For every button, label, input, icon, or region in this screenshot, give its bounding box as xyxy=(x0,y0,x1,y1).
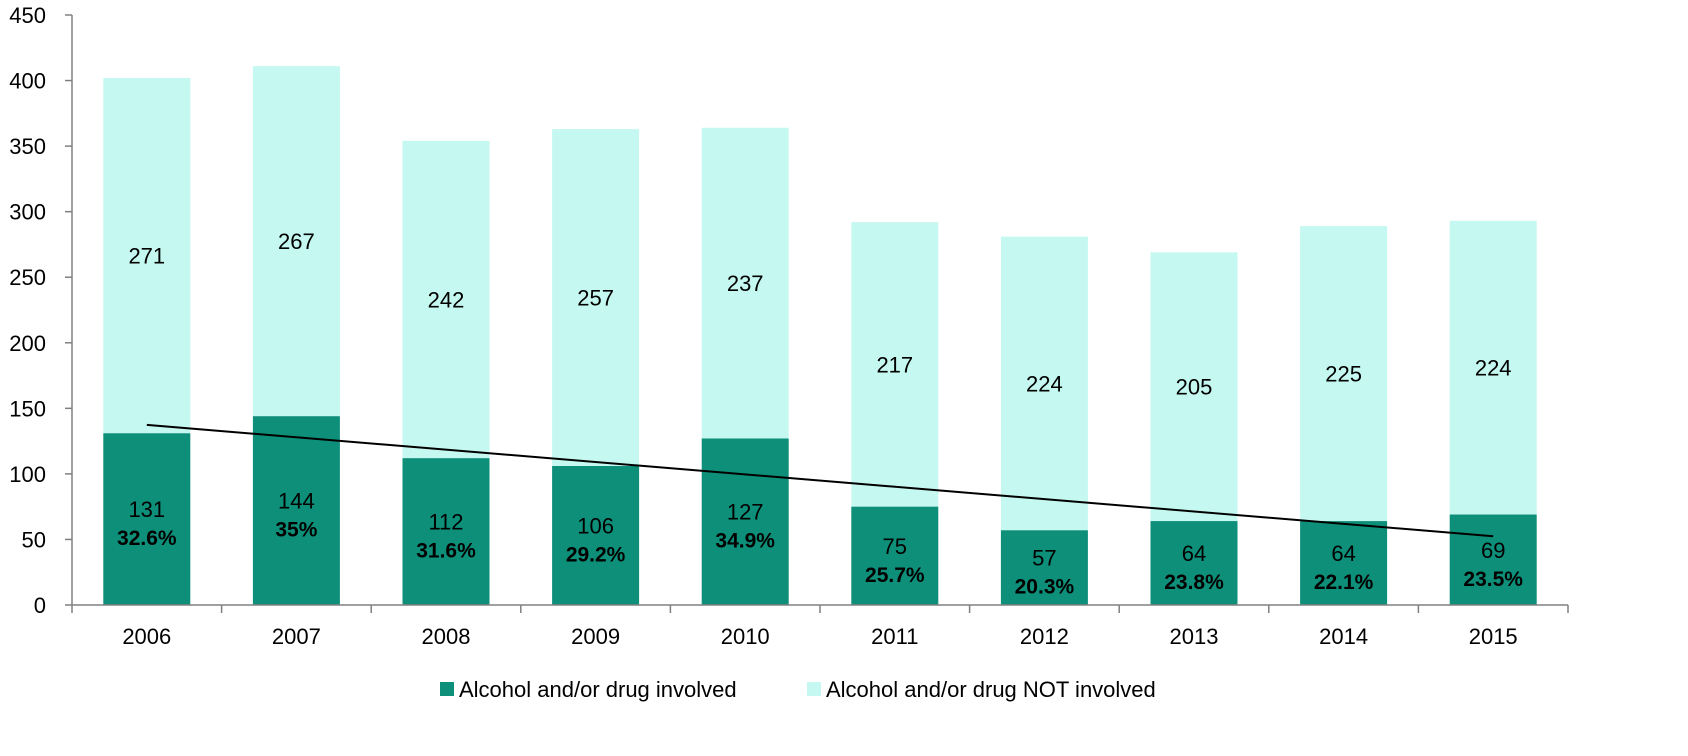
y-tick-label-100: 100 xyxy=(9,462,46,487)
data-label-involved-2009: 106 xyxy=(577,514,614,539)
bar-involved-2012 xyxy=(1000,530,1088,605)
data-label-not-involved-2011: 217 xyxy=(876,352,913,377)
data-label-not-involved-2010: 237 xyxy=(727,271,764,296)
data-label-involved-2006: 131 xyxy=(128,497,165,522)
x-tick-label-2014: 2014 xyxy=(1319,624,1368,649)
data-label-involved-2007: 144 xyxy=(278,489,315,514)
data-label-not-involved-2014: 225 xyxy=(1325,362,1362,387)
x-tick-label-2010: 2010 xyxy=(721,624,770,649)
bar-not-involved-2014 xyxy=(1300,226,1388,522)
bar-involved-2007 xyxy=(252,416,340,605)
percent-label-2008: 31.6% xyxy=(416,540,476,563)
y-tick-label-350: 350 xyxy=(9,134,46,159)
percent-label-2013: 23.8% xyxy=(1164,571,1224,594)
legend-label-involved: Alcohol and/or drug involved xyxy=(459,677,737,702)
trendline-layer xyxy=(146,423,1494,538)
data-label-not-involved-2007: 267 xyxy=(278,229,315,254)
data-label-involved-2010: 127 xyxy=(727,500,764,525)
data-label-not-involved-2012: 224 xyxy=(1026,371,1063,396)
bar-not-involved-2011 xyxy=(851,222,939,507)
trendline xyxy=(146,423,1494,538)
x-tick-label-2007: 2007 xyxy=(272,624,321,649)
legend: Alcohol and/or drug involved Alcohol and/… xyxy=(440,677,1156,702)
percent-label-2014: 22.1% xyxy=(1314,571,1374,594)
y-tick-label-200: 200 xyxy=(9,331,46,356)
bar-involved-2010 xyxy=(701,438,789,605)
bar-involved-2011 xyxy=(851,506,939,605)
data-label-involved-2008: 112 xyxy=(428,510,463,535)
bar-involved-2009 xyxy=(552,466,640,605)
legend-swatch-not-involved xyxy=(807,682,821,696)
percent-label-2007: 35% xyxy=(275,519,317,542)
bar-not-involved-2015 xyxy=(1449,220,1537,515)
data-label-not-involved-2015: 224 xyxy=(1475,356,1512,381)
x-tick-label-2012: 2012 xyxy=(1020,624,1069,649)
percent-label-2010: 34.9% xyxy=(715,530,775,553)
data-label-not-involved-2013: 205 xyxy=(1176,375,1213,400)
y-tick-label-450: 450 xyxy=(9,3,46,28)
y-tick-label-400: 400 xyxy=(9,69,46,94)
percent-label-2006: 32.6% xyxy=(117,527,177,550)
bar-not-involved-2009 xyxy=(552,129,640,467)
bar-not-involved-2012 xyxy=(1000,236,1088,531)
x-tick-label-2015: 2015 xyxy=(1469,624,1518,649)
data-label-not-involved-2009: 257 xyxy=(577,286,614,311)
legend-label-not-involved: Alcohol and/or drug NOT involved xyxy=(826,677,1156,702)
data-label-involved-2011: 75 xyxy=(883,534,907,559)
data-label-not-involved-2008: 242 xyxy=(428,288,465,313)
x-tick-label-2006: 2006 xyxy=(122,624,171,649)
data-label-involved-2013: 64 xyxy=(1182,541,1206,566)
labels-layer: 271 131 32.6% 267 144 35% 242 112 31.6% 257 106 29.… xyxy=(117,229,1523,598)
percent-label-2011: 25.7% xyxy=(865,564,925,587)
y-tick-label-300: 300 xyxy=(9,200,46,225)
y-tick-label-0: 0 xyxy=(34,593,46,618)
y-tick-label-50: 50 xyxy=(22,527,46,552)
percent-label-2009: 29.2% xyxy=(566,544,626,567)
bar-not-involved-2010 xyxy=(701,127,789,439)
bar-involved-2006 xyxy=(103,433,191,605)
bar-involved-2014 xyxy=(1300,521,1388,605)
bar-not-involved-2008 xyxy=(402,140,490,459)
data-label-involved-2012: 57 xyxy=(1032,546,1056,571)
bar-not-involved-2013 xyxy=(1150,252,1238,522)
bars-layer xyxy=(103,66,1537,605)
y-tick-label-150: 150 xyxy=(9,396,46,421)
data-label-not-involved-2006: 271 xyxy=(128,244,165,269)
bar-involved-2013 xyxy=(1150,521,1238,605)
y-tick-label-250: 250 xyxy=(9,265,46,290)
x-tick-label-2008: 2008 xyxy=(422,624,471,649)
bar-involved-2008 xyxy=(402,458,490,605)
data-label-involved-2015: 69 xyxy=(1481,538,1505,563)
legend-swatch-involved xyxy=(440,682,454,696)
data-label-involved-2014: 64 xyxy=(1331,541,1355,566)
percent-label-2015: 23.5% xyxy=(1463,568,1523,591)
x-tick-label-2011: 2011 xyxy=(871,624,918,649)
bar-not-involved-2007 xyxy=(252,66,340,417)
x-tick-label-2009: 2009 xyxy=(571,624,620,649)
percent-label-2012: 20.3% xyxy=(1015,576,1075,599)
bar-not-involved-2006 xyxy=(103,77,191,434)
bar-involved-2015 xyxy=(1449,514,1537,605)
x-tick-label-2013: 2013 xyxy=(1170,624,1219,649)
axes-layer: 0 50 100 150 200 250 300 350 400 450 2006 2007 2008 2… xyxy=(9,3,1569,649)
